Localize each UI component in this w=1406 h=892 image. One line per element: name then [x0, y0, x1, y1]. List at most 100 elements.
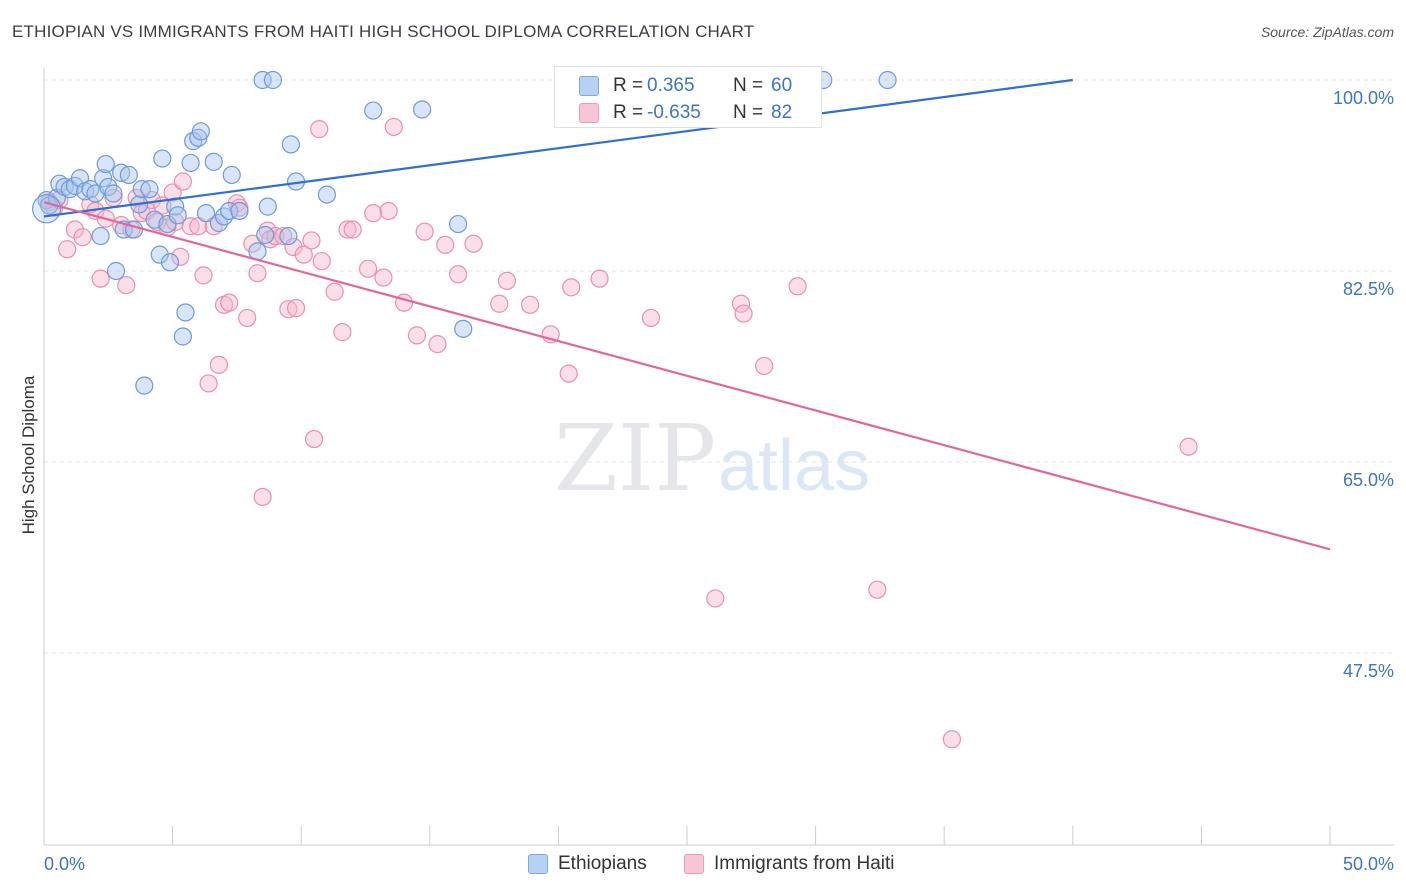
haiti-point — [384, 117, 403, 137]
haiti-point — [734, 304, 753, 323]
ethiopian-point — [222, 165, 241, 185]
haiti-point — [171, 247, 190, 266]
haiti-point — [310, 120, 329, 139]
ethiopian-point — [279, 226, 298, 246]
ethiopian-point — [153, 149, 172, 168]
ethiopian-point — [176, 303, 195, 322]
ethiopian-point — [91, 226, 110, 246]
trend-lines — [43, 78, 1331, 551]
y-tick-label: 47.5% — [1343, 661, 1394, 681]
haiti-point — [448, 265, 468, 284]
haiti-point — [559, 364, 578, 383]
legend-r-value: 0.365 — [647, 75, 695, 96]
haiti-point — [312, 252, 331, 271]
haiti-point — [333, 323, 352, 342]
ethiopian-point — [281, 135, 301, 154]
ethiopian-point — [191, 122, 210, 141]
chart-title: ETHIOPIAN VS IMMIGRANTS FROM HAITI HIGH … — [12, 22, 755, 41]
ethiopian-point — [150, 245, 169, 264]
y-tick-label: 100.0% — [1333, 88, 1394, 108]
ethiopian-point — [184, 132, 203, 151]
haiti-point — [407, 326, 427, 345]
haiti-point — [436, 235, 455, 254]
watermark-atlas: atlas — [718, 426, 870, 506]
haiti-point — [253, 487, 272, 507]
haiti-point — [1179, 437, 1198, 456]
ethiopian-point — [181, 153, 200, 173]
ethiopian-point — [263, 70, 283, 90]
legend-row-haiti: R = -0.635 N = 82 — [555, 100, 821, 126]
ethiopian-point-cluster — [31, 194, 62, 224]
haiti-point — [521, 295, 540, 314]
haiti-point — [343, 220, 362, 239]
legend-n-label: N = — [733, 75, 764, 96]
y-tick-labels: 100.0% 82.5% 65.0% 47.5% — [1333, 88, 1394, 681]
ethiopian-point — [104, 184, 123, 203]
y-tick-label: 65.0% — [1343, 470, 1394, 490]
ethiopian-point — [317, 185, 337, 204]
x-tick-label-min: 0.0% — [44, 854, 85, 874]
ethiopian-point — [454, 319, 473, 338]
ethiopian-points — [31, 70, 897, 395]
haiti-point — [248, 264, 267, 283]
haiti-point — [374, 268, 393, 287]
haiti-point — [304, 429, 324, 449]
legend-row-ethiopians: R = 0.365 N = 60 — [555, 73, 821, 99]
ethiopian-point — [253, 70, 272, 90]
haiti-point — [173, 172, 192, 191]
axes — [43, 68, 1394, 846]
ethiopian-point — [160, 253, 180, 272]
source-attribution: Source: ZipAtlas.com — [1260, 24, 1394, 40]
haiti-point — [590, 269, 609, 288]
ethiopian-point — [132, 180, 151, 199]
y-axis-label: High School Diploma — [19, 375, 38, 534]
haiti-point — [490, 294, 509, 313]
haiti-point — [286, 299, 306, 318]
ethiopian-point — [230, 201, 249, 221]
ethiopian-point — [256, 225, 275, 245]
haiti-points — [40, 117, 1198, 749]
haiti-point — [788, 277, 807, 296]
haiti-point — [497, 271, 517, 290]
y-tick-label: 82.5% — [1343, 279, 1394, 299]
ethiopian-point — [412, 100, 432, 119]
bottom-legend-swatch-pink — [684, 854, 704, 874]
haiti-point — [294, 245, 313, 264]
bottom-legend-swatch-blue — [528, 854, 548, 874]
haiti-point — [338, 220, 357, 239]
haiti-point — [641, 308, 661, 328]
gridlines — [44, 79, 1394, 654]
haiti-point — [284, 237, 303, 257]
haiti-point — [73, 228, 92, 247]
ethiopian-point — [96, 154, 115, 174]
legend-n-label: N = — [733, 102, 764, 123]
haiti-point — [562, 278, 581, 297]
watermark-zip: ZIP — [554, 405, 716, 512]
watermark: ZIP atlas — [554, 405, 870, 512]
haiti-point — [279, 300, 298, 319]
haiti-point — [358, 259, 378, 278]
ethiopian-point — [135, 376, 154, 395]
ethiopian-point — [196, 204, 216, 223]
ethiopian-point — [878, 70, 897, 90]
legend-n-value: 60 — [771, 75, 793, 96]
ethiopian-point — [124, 220, 144, 239]
ethiopian-point — [258, 197, 277, 216]
haiti-point — [220, 293, 239, 312]
haiti-point — [868, 580, 887, 599]
ethiopian-point — [220, 201, 239, 221]
haiti-point — [706, 589, 725, 608]
ethiopian-point — [204, 152, 223, 171]
haiti-point — [194, 266, 213, 285]
ethiopian-point — [448, 214, 468, 234]
haiti-point — [464, 234, 483, 253]
haiti-trend-line — [43, 201, 1331, 551]
haiti-point — [117, 276, 136, 295]
haiti-point — [65, 220, 84, 239]
haiti-point — [415, 222, 434, 241]
haiti-point — [428, 335, 447, 354]
ethiopian-point — [168, 206, 187, 225]
haiti-point — [238, 308, 257, 328]
ethiopian-point — [364, 101, 383, 120]
ethiopian-point — [50, 174, 69, 193]
